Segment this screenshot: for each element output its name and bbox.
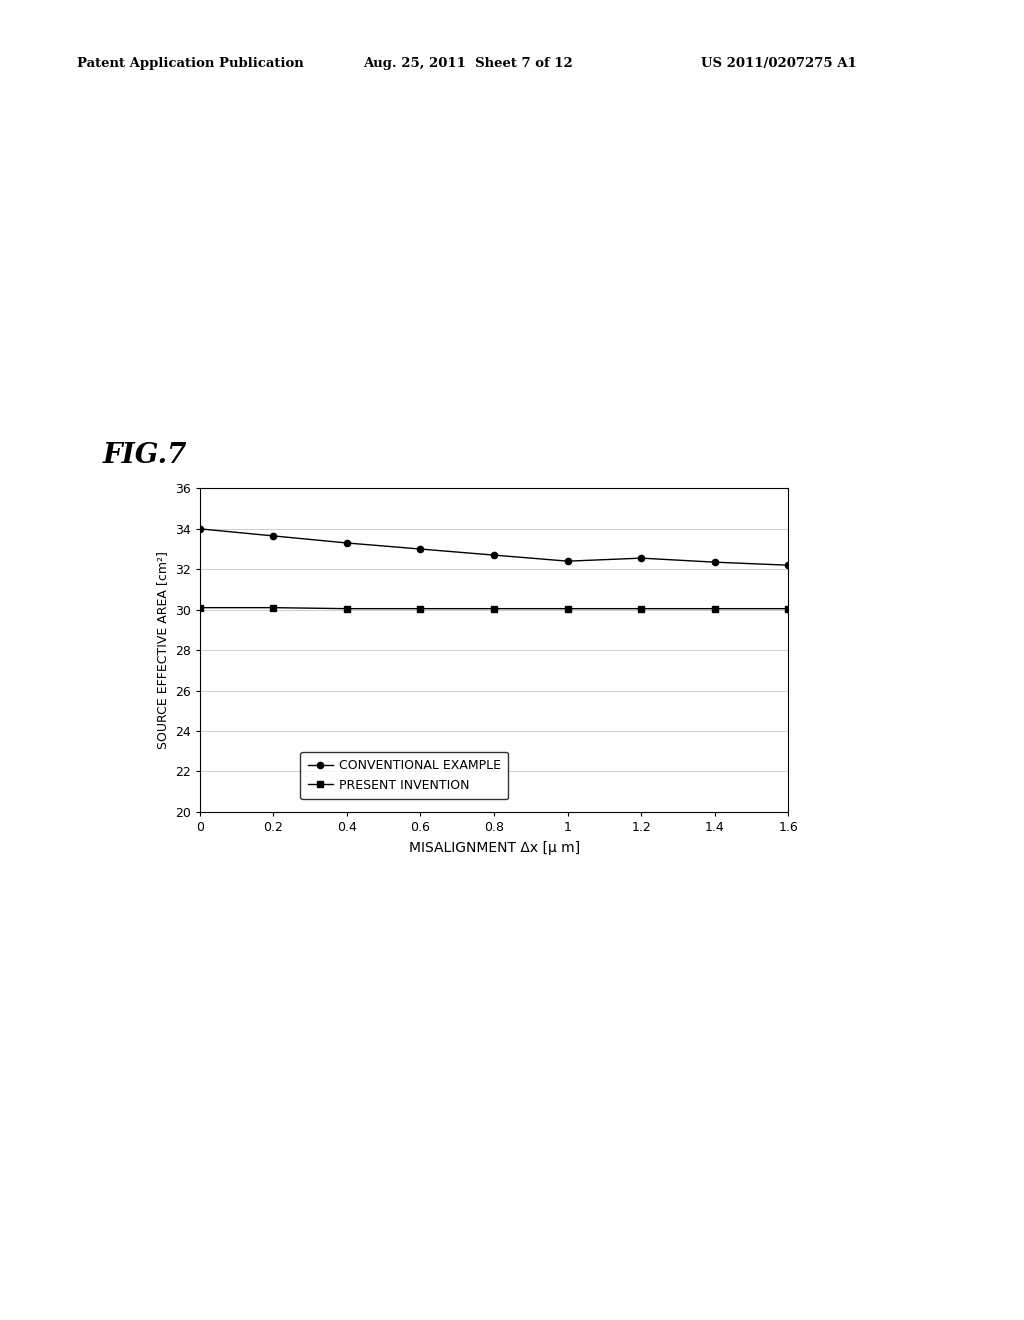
PRESENT INVENTION <box>561 601 573 616</box>
PRESENT INVENTION <box>488 601 501 616</box>
CONVENTIONAL EXAMPLE <box>635 550 647 566</box>
Line: PRESENT INVENTION: PRESENT INVENTION <box>197 605 792 611</box>
PRESENT INVENTION <box>635 601 647 616</box>
Y-axis label: SOURCE EFFECTIVE AREA [cm²]: SOURCE EFFECTIVE AREA [cm²] <box>157 552 169 748</box>
PRESENT INVENTION <box>709 601 721 616</box>
CONVENTIONAL EXAMPLE <box>267 528 280 544</box>
Text: FIG.7: FIG.7 <box>102 442 186 469</box>
PRESENT INVENTION <box>194 599 206 615</box>
Text: Patent Application Publication: Patent Application Publication <box>77 57 303 70</box>
CONVENTIONAL EXAMPLE <box>194 521 206 537</box>
CONVENTIONAL EXAMPLE <box>709 554 721 570</box>
X-axis label: MISALIGNMENT Δx [μ m]: MISALIGNMENT Δx [μ m] <box>409 841 580 855</box>
Legend: CONVENTIONAL EXAMPLE, PRESENT INVENTION: CONVENTIONAL EXAMPLE, PRESENT INVENTION <box>300 752 508 799</box>
Text: US 2011/0207275 A1: US 2011/0207275 A1 <box>701 57 857 70</box>
PRESENT INVENTION <box>341 601 353 616</box>
PRESENT INVENTION <box>415 601 427 616</box>
CONVENTIONAL EXAMPLE <box>341 535 353 550</box>
Text: Aug. 25, 2011  Sheet 7 of 12: Aug. 25, 2011 Sheet 7 of 12 <box>364 57 573 70</box>
Line: CONVENTIONAL EXAMPLE: CONVENTIONAL EXAMPLE <box>197 525 792 569</box>
CONVENTIONAL EXAMPLE <box>488 548 501 564</box>
PRESENT INVENTION <box>267 599 280 615</box>
CONVENTIONAL EXAMPLE <box>782 557 795 573</box>
CONVENTIONAL EXAMPLE <box>561 553 573 569</box>
CONVENTIONAL EXAMPLE <box>415 541 427 557</box>
PRESENT INVENTION <box>782 601 795 616</box>
